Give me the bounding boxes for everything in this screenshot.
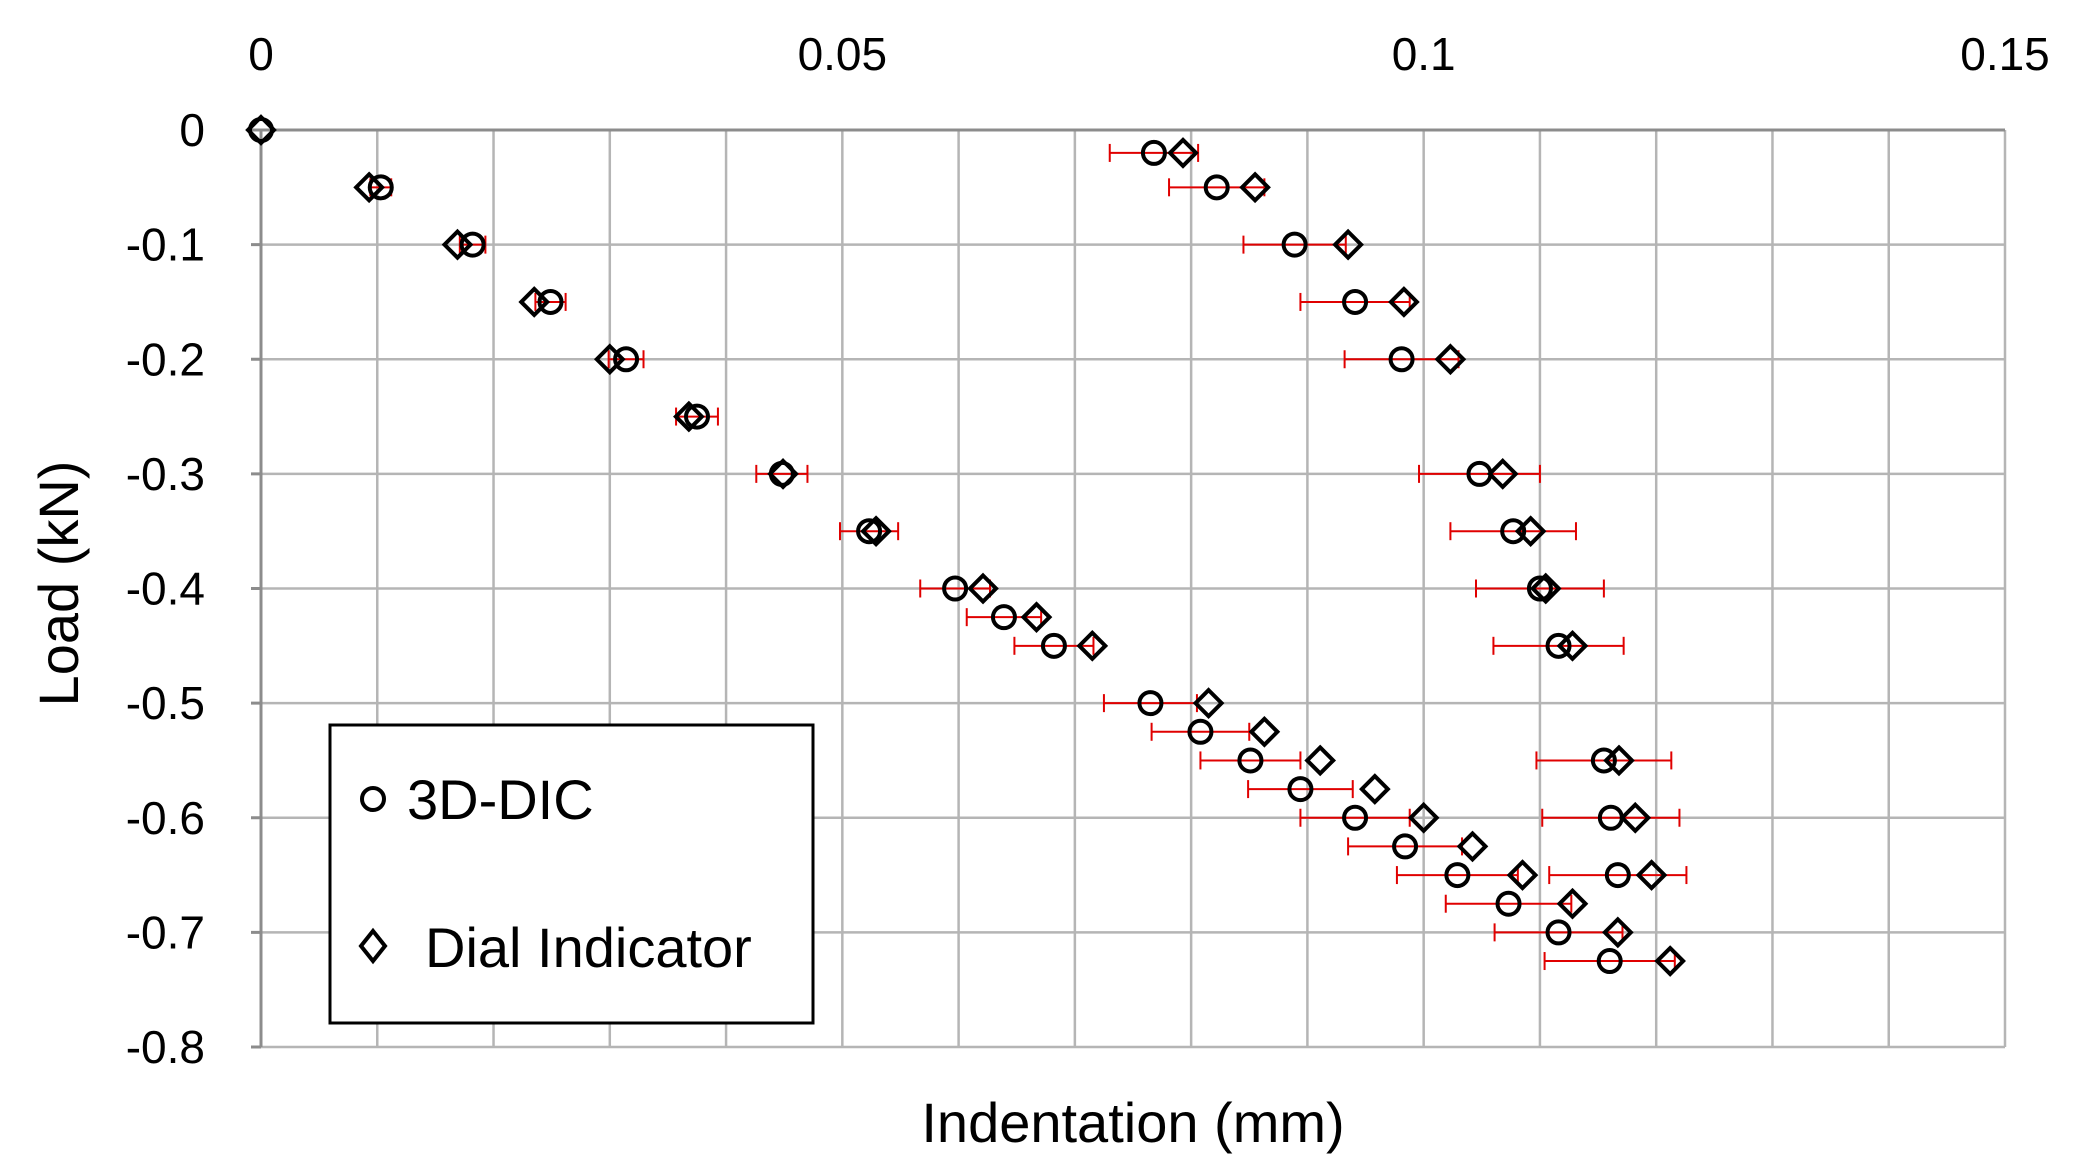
point-3d-dic (990, 604, 1017, 631)
error-bar (1474, 579, 1605, 598)
point-dial-indicator (245, 114, 277, 146)
point-dial-indicator (1167, 137, 1199, 169)
point-dial-indicator (1556, 629, 1589, 662)
point-3d-dic (1187, 718, 1214, 745)
legend-label-3d-dic: 3D-DIC (407, 768, 594, 831)
legend-box (328, 723, 815, 1025)
legend-label-dial-indicator: Dial Indicator (425, 916, 752, 979)
x-tick-label: 0.1 (1392, 28, 1456, 80)
point-dial-indicator (1654, 945, 1686, 977)
point-dial-indicator (1076, 629, 1109, 662)
point-dial-indicator (1304, 744, 1337, 777)
point-3d-dic (684, 403, 710, 430)
point-3d-dic (1495, 890, 1522, 917)
point-dial-indicator (673, 400, 705, 433)
point-dial-indicator (1456, 830, 1489, 863)
point-dial-indicator (1556, 887, 1589, 920)
axes (251, 128, 2005, 1049)
point-dial-indicator (1486, 458, 1519, 490)
y-tick-label: -0.2 (126, 333, 205, 385)
point-dial-indicator (1506, 859, 1539, 891)
error-bar (1444, 894, 1573, 913)
y-axis-title: Load (kN) (27, 461, 90, 707)
point-3d-dic (1203, 174, 1230, 201)
point-dial-indicator (1239, 171, 1271, 204)
y-tick-label: 0 (179, 104, 205, 156)
legend-marker-circle (360, 786, 386, 812)
point-3d-dic (1040, 632, 1067, 659)
point-3d-dic (1604, 862, 1631, 889)
point-3d-dic (1392, 833, 1419, 860)
y-tick-label: -0.6 (126, 792, 205, 844)
point-dial-indicator (1529, 572, 1562, 605)
point-dial-indicator (593, 343, 626, 376)
point-dial-indicator (767, 458, 799, 490)
point-dial-indicator (1603, 744, 1635, 777)
x-tick-label: 0 (248, 28, 274, 80)
error-bar (1199, 751, 1302, 770)
point-dial-indicator (353, 171, 385, 204)
point-3d-dic (1237, 747, 1264, 774)
y-tick-label: -0.1 (126, 219, 205, 271)
y-tick-label: -0.4 (126, 563, 205, 615)
point-dial-indicator (1248, 715, 1281, 748)
y-tick-label: -0.3 (126, 448, 205, 500)
point-dial-indicator (1332, 228, 1364, 261)
point-3d-dic (367, 174, 394, 201)
x-tick-label: 0.05 (798, 28, 888, 80)
point-dial-indicator (518, 286, 551, 318)
x-tick-label: 0.15 (1960, 28, 2050, 80)
point-dial-indicator (1359, 773, 1391, 805)
point-dial-indicator (441, 228, 474, 261)
point-3d-dic (459, 231, 486, 258)
point-3d-dic (1545, 919, 1572, 946)
error-bar (1242, 235, 1347, 254)
point-3d-dic (1140, 139, 1167, 166)
point-3d-dic (537, 288, 564, 315)
point-3d-dic (1287, 776, 1314, 803)
point-dial-indicator (1192, 687, 1225, 719)
point-3d-dic (1545, 632, 1572, 659)
point-3d-dic (613, 346, 640, 373)
data-markers (245, 114, 1686, 977)
point-dial-indicator (1619, 801, 1652, 834)
error-bar (755, 464, 809, 483)
point-dial-indicator (1407, 801, 1440, 834)
y-tick-label: -0.8 (126, 1021, 205, 1073)
point-dial-indicator (860, 515, 892, 548)
error-bar (1541, 808, 1681, 827)
point-3d-dic (1590, 747, 1617, 774)
point-3d-dic (1342, 804, 1369, 831)
point-dial-indicator (1514, 515, 1547, 548)
tick-labels: 0 -0.1 -0.2 -0.3 -0.4 -0.5 -0.6 -0.7 -0.8 0 0.05 0.… (126, 28, 2050, 1073)
point-3d-dic (1137, 690, 1164, 717)
point-3d-dic (1596, 948, 1623, 975)
point-dial-indicator (1635, 859, 1668, 891)
point-3d-dic (1526, 575, 1553, 602)
point-dial-indicator (1602, 916, 1634, 949)
point-3d-dic (1500, 518, 1527, 545)
point-dial-indicator (1388, 286, 1420, 318)
x-axis-title: Indentation (mm) (921, 1091, 1344, 1154)
point-dial-indicator (1020, 601, 1053, 633)
error-bar (1418, 464, 1541, 483)
legend: 3D-DIC Dial Indicator (328, 723, 815, 1025)
error-bar (1449, 522, 1577, 541)
point-3d-dic (1281, 231, 1308, 258)
point-3d-dic (856, 518, 883, 545)
point-3d-dic (1388, 346, 1415, 373)
error-bar (1247, 780, 1354, 799)
point-dial-indicator (967, 572, 999, 605)
legend-marker-diamond (358, 927, 388, 965)
point-3d-dic (1342, 288, 1369, 315)
point-3d-dic (942, 575, 969, 602)
y-tick-label: -0.7 (126, 906, 205, 958)
y-tick-label: -0.5 (126, 677, 205, 729)
point-dial-indicator (1434, 343, 1467, 376)
point-3d-dic (1444, 862, 1471, 889)
